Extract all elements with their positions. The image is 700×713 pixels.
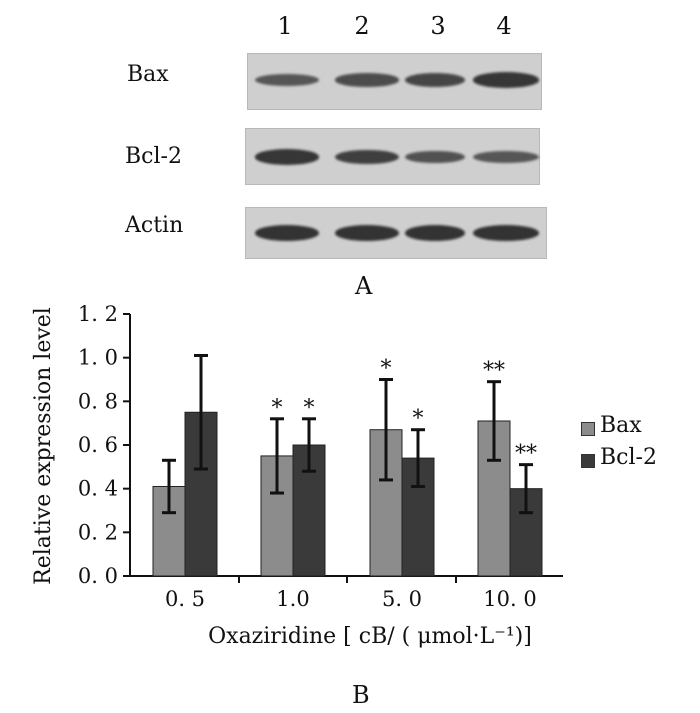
band-bax-lane-1	[255, 73, 319, 87]
y-tick-label: 1. 0	[78, 346, 118, 370]
legend-label-bax: Bax	[600, 413, 642, 438]
band-bcl2-lane-4	[473, 150, 539, 164]
band-bcl2-lane-1	[255, 149, 319, 165]
band-actin-lane-2	[335, 225, 399, 241]
legend-swatch-bcl2	[581, 454, 595, 468]
y-axis-label: Relative expression level	[31, 307, 56, 585]
lane-label-4: 4	[496, 12, 512, 40]
band-actin-lane-4	[473, 225, 539, 241]
protein-label-actin: Actin	[125, 213, 184, 238]
y-tick-label: 0. 6	[78, 433, 118, 457]
protein-label-bcl2: Bcl-2	[125, 144, 182, 169]
x-axis-label: Oxaziridine [ cB/ ( μmol·L⁻¹)]	[208, 624, 532, 649]
bar-bax-4	[477, 420, 511, 577]
panel-a-label: A	[355, 272, 373, 300]
y-tick-label: 0. 2	[78, 520, 118, 544]
lane-label-1: 1	[277, 12, 293, 40]
band-bax-lane-4	[473, 72, 539, 88]
legend-swatch-bax	[581, 422, 595, 436]
legend-label-bcl2: Bcl-2	[600, 445, 657, 470]
band-bcl2-lane-2	[335, 149, 399, 165]
y-tick-label: 0. 0	[78, 564, 118, 588]
y-tick-label: 1. 2	[78, 302, 118, 326]
protein-label-bax: Bax	[127, 62, 169, 87]
band-actin-lane-1	[255, 225, 319, 241]
band-bax-lane-3	[405, 73, 465, 87]
y-tick-label: 0. 8	[78, 389, 118, 413]
significance-bcl2-4: **	[515, 442, 537, 467]
x-tick-label: 1.0	[276, 587, 309, 611]
lane-label-2: 2	[354, 12, 370, 40]
panel-b-label: B	[352, 681, 370, 709]
lane-label-3: 3	[430, 12, 446, 40]
significance-bax-2: *	[272, 396, 283, 421]
y-tick-label: 0. 4	[78, 477, 118, 501]
x-tick-label: 5. 0	[382, 587, 422, 611]
significance-bax-4: **	[483, 359, 505, 384]
significance-bax-3: *	[381, 357, 392, 382]
significance-bcl2-3: *	[413, 407, 424, 432]
x-tick-label: 0. 5	[165, 587, 205, 611]
band-bax-lane-2	[335, 73, 399, 87]
significance-bcl2-2: *	[304, 396, 315, 421]
x-tick-label: 10. 0	[483, 587, 536, 611]
band-actin-lane-3	[405, 225, 465, 241]
band-bcl2-lane-3	[405, 150, 465, 164]
